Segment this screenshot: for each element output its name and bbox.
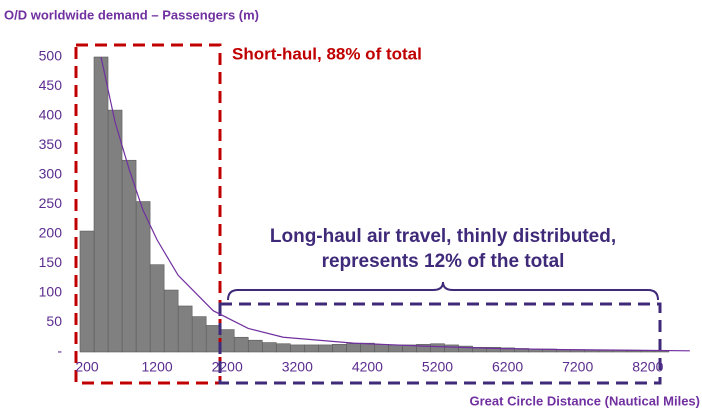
bar xyxy=(318,344,333,353)
bar xyxy=(135,201,151,353)
y-tick-label: 350 xyxy=(39,136,63,152)
bar xyxy=(430,343,445,353)
y-tick-label: 300 xyxy=(39,166,63,182)
short-haul-box xyxy=(74,43,222,385)
annotation: Long-haul air travel, thinly distributed… xyxy=(270,226,616,247)
y-tick-label: 250 xyxy=(39,195,63,211)
bar xyxy=(149,264,165,353)
x-tick-label: 5200 xyxy=(422,359,453,375)
bar xyxy=(233,336,249,353)
bar xyxy=(121,159,137,353)
y-tick-label: 200 xyxy=(39,225,63,241)
bar xyxy=(275,343,291,353)
bar xyxy=(332,344,347,353)
annotation: Short-haul, 88% of total xyxy=(232,44,422,63)
bar xyxy=(191,316,207,353)
x-tick-label: 4200 xyxy=(352,359,383,375)
trend-curve xyxy=(100,56,690,352)
x-tick-label: 6200 xyxy=(492,359,523,375)
bar xyxy=(79,230,95,353)
bar xyxy=(163,289,179,353)
x-tick-label: 1200 xyxy=(142,359,173,375)
bar xyxy=(247,339,263,353)
y-tick-label: 50 xyxy=(46,313,62,329)
bar xyxy=(205,325,221,353)
bar xyxy=(374,344,389,353)
bar xyxy=(93,56,109,353)
bar xyxy=(388,344,403,353)
chart-title: O/D worldwide demand – Passengers (m) xyxy=(4,7,259,22)
x-axis-label: Great Circle Distance (Nautical Miles) xyxy=(470,393,700,408)
y-tick-label: 150 xyxy=(39,254,63,270)
bar xyxy=(304,344,319,353)
bar xyxy=(289,344,305,353)
y-tick-label: 400 xyxy=(39,107,63,123)
x-tick-label: 7200 xyxy=(562,359,593,375)
x-tick-label: 200 xyxy=(75,359,99,375)
bar xyxy=(261,342,277,353)
bar xyxy=(107,109,123,353)
y-tick-label: - xyxy=(57,343,62,359)
x-tick-label: 2200 xyxy=(212,359,243,375)
bar xyxy=(177,305,193,353)
long-haul-box xyxy=(218,302,662,385)
y-tick-label: 450 xyxy=(39,77,63,93)
bar xyxy=(626,350,642,353)
brace xyxy=(227,281,659,301)
y-tick-label: 100 xyxy=(39,284,63,300)
y-tick-label: 500 xyxy=(39,48,63,64)
x-tick-label: 3200 xyxy=(282,359,313,375)
annotation: represents 12% of the total xyxy=(322,251,565,272)
bar xyxy=(444,344,459,353)
x-tick-label: 8200 xyxy=(632,359,663,375)
bar xyxy=(346,343,361,353)
bar xyxy=(219,329,235,353)
